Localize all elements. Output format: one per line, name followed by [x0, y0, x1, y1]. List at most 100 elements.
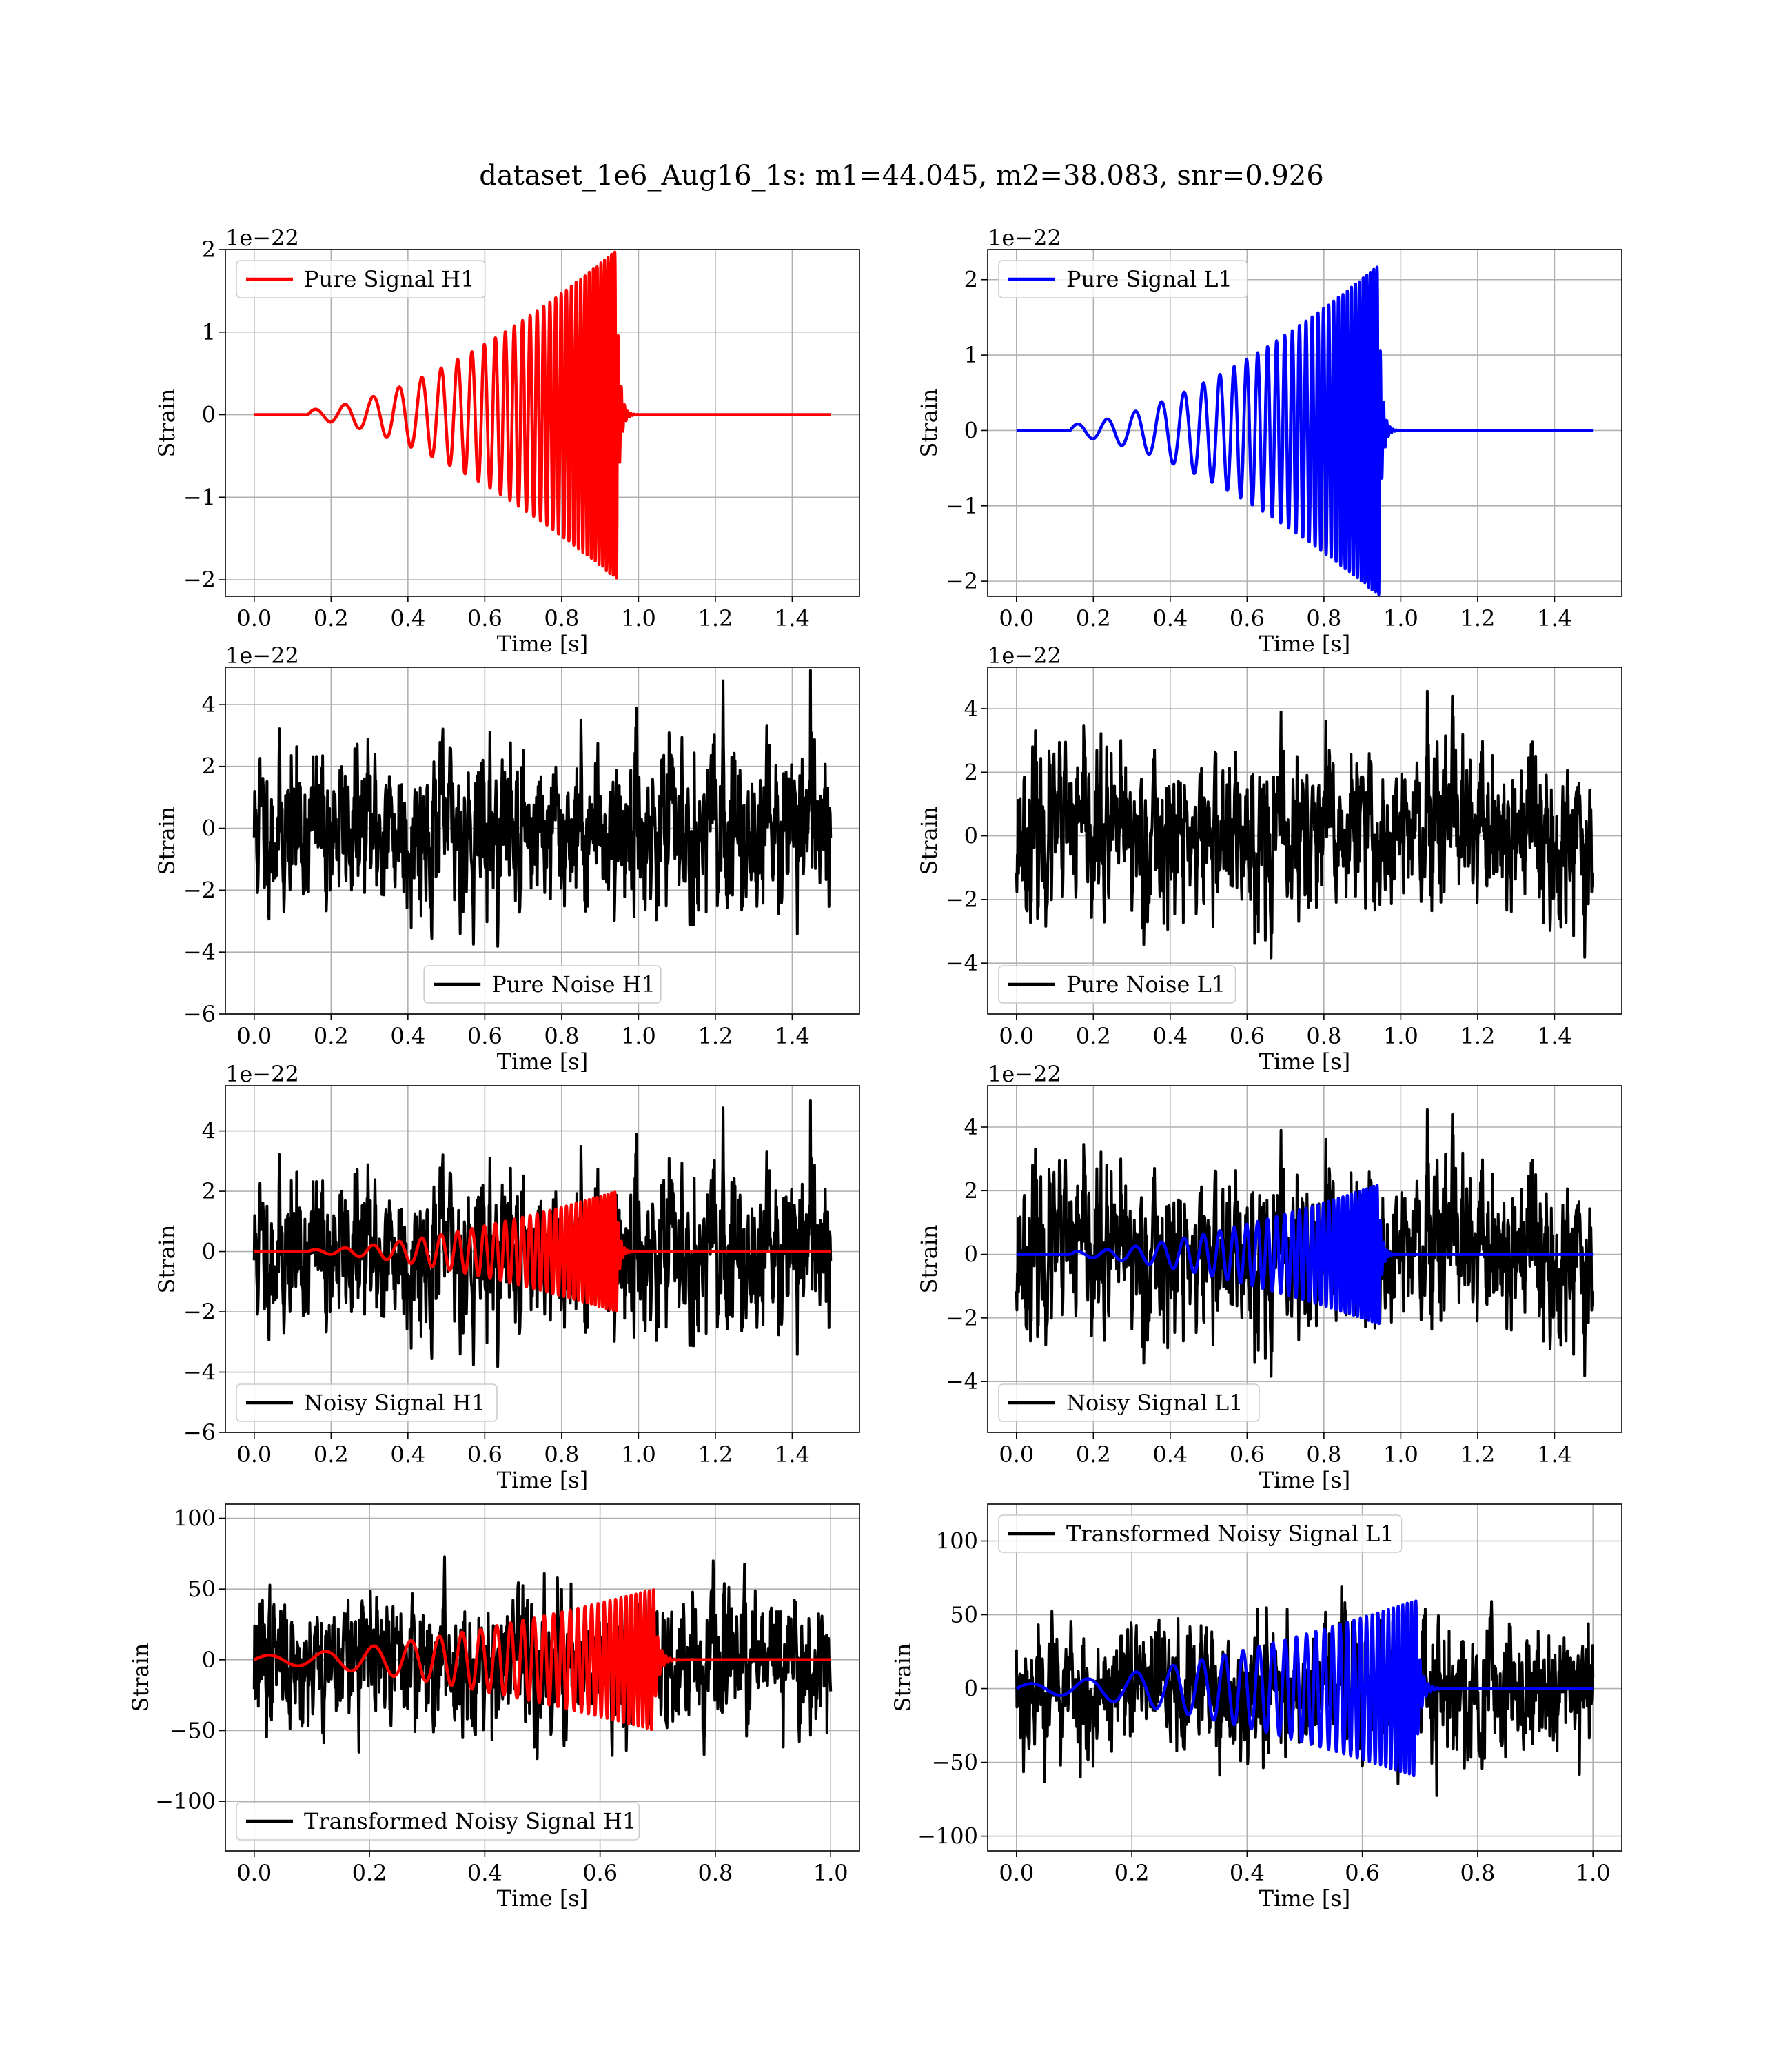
panel-pure-signal-l1: 0.0 0.2 0.4 0.6 0.8 1.0 1.2 1.4 −2 −1 0 1 2 1e−22 Time…: [916, 225, 1622, 657]
legend-label: Pure Noise L1: [1066, 971, 1225, 997]
legend-frame: [236, 1383, 498, 1422]
series-line: [252, 250, 833, 580]
axes-frame: [225, 667, 860, 1015]
x-tick-label: 1.0: [621, 605, 656, 631]
y-tick-label: 0: [202, 402, 216, 428]
y-tick-label: 4: [964, 1114, 978, 1140]
panel-noisy-signal-h1: 0.0 0.2 0.4 0.6 0.8 1.0 1.2 1.4 −6 −4 −2 0 2 4 1e−22 Ti…: [154, 1061, 860, 1493]
x-tick-label: 1.4: [775, 1023, 810, 1049]
y-tick-label: −4: [183, 939, 216, 965]
y-tick-label: 2: [202, 753, 216, 780]
x-tick-label: 0.6: [1345, 1860, 1380, 1886]
series-line: [252, 669, 833, 948]
y-tick-label: 0: [964, 823, 978, 849]
x-tick-label: 0.0: [999, 1441, 1034, 1468]
axes-frame: [225, 1085, 860, 1433]
legend-label: Noisy Signal H1: [304, 1390, 485, 1416]
legend-label: Pure Noise H1: [491, 971, 655, 997]
x-tick-label: 0.6: [467, 1023, 502, 1049]
x-axis-label: Time [s]: [1259, 1467, 1350, 1493]
x-tick-label: 0.8: [1460, 1860, 1495, 1886]
x-tick-label: 0.8: [1306, 605, 1341, 631]
panel-pure-signal-h1: 0.0 0.2 0.4 0.6 0.8 1.0 1.2 1.4 −2 −1 0 1 2 1e−22 Time…: [154, 225, 860, 657]
x-tick-label: 0.0: [999, 1023, 1034, 1049]
y-tick-label: −2: [946, 1305, 978, 1331]
y-tick-label: −100: [155, 1788, 216, 1814]
x-tick-label: 0.4: [390, 1441, 425, 1468]
y-tick-label: 50: [187, 1576, 216, 1602]
y-tick-label: −6: [183, 1001, 216, 1027]
x-tick-label: 0.2: [1114, 1860, 1150, 1886]
x-tick-label: 1.2: [1460, 605, 1495, 631]
legend: Transformed Noisy Signal H1: [236, 1802, 640, 1841]
y-tick-label: 0: [202, 1647, 216, 1673]
x-tick-label: 1.2: [698, 1441, 733, 1468]
panel-transformed-noisy-signal-h1: 0.0 0.2 0.4 0.6 0.8 1.0 −100 −50 0 50 100 Time [s] S…: [128, 1503, 860, 1912]
y-tick-label: 2: [202, 1178, 216, 1204]
y-tick-label: −2: [183, 567, 216, 593]
y-tick-label: −50: [931, 1750, 978, 1776]
y-tick-label: 2: [964, 1177, 978, 1204]
y-tick-label: 0: [202, 1239, 216, 1265]
y-axis-label: Strain: [154, 1225, 180, 1294]
axes-frame: [987, 1085, 1622, 1433]
y-tick-label: −6: [183, 1419, 216, 1446]
y-tick-label: 0: [202, 815, 216, 842]
x-tick-label: 0.0: [999, 605, 1034, 631]
x-tick-label: 1.0: [1383, 1023, 1418, 1049]
legend: Pure Noise H1: [423, 965, 662, 1004]
legend-label: Pure Signal H1: [304, 266, 475, 292]
y-offset-text: 1e−22: [988, 1061, 1061, 1087]
x-tick-label: 0.0: [236, 1860, 272, 1886]
x-tick-label: 0.4: [1152, 605, 1188, 631]
axes-frame: [987, 667, 1622, 1015]
x-tick-label: 0.0: [236, 1023, 272, 1049]
panel-transformed-noisy-signal-l1: 0.0 0.2 0.4 0.6 0.8 1.0 −100 −50 0 50 100 Time [s] S…: [890, 1503, 1622, 1912]
x-tick-label: 0.6: [1230, 1023, 1265, 1049]
y-offset-text: 1e−22: [988, 642, 1061, 669]
x-tick-label: 0.4: [1230, 1860, 1265, 1886]
x-tick-label: 0.2: [1076, 1441, 1111, 1468]
y-tick-label: 0: [964, 1676, 978, 1702]
x-tick-label: 0.8: [1306, 1441, 1341, 1468]
x-axis-label: Time [s]: [1259, 1885, 1350, 1912]
legend: Pure Signal H1: [236, 260, 486, 298]
x-tick-label: 0.4: [390, 605, 425, 631]
y-tick-label: −100: [917, 1823, 978, 1849]
x-tick-label: 1.0: [1383, 1441, 1418, 1468]
x-tick-label: 0.2: [314, 1441, 349, 1468]
legend-frame: [998, 260, 1248, 298]
y-axis-label: Strain: [890, 1643, 916, 1712]
x-tick-label: 0.6: [582, 1860, 618, 1886]
x-tick-label: 0.6: [1230, 1441, 1265, 1468]
x-tick-label: 0.0: [236, 605, 272, 631]
x-tick-label: 1.2: [1460, 1023, 1495, 1049]
x-tick-label: 1.4: [1537, 1441, 1572, 1468]
x-tick-label: 0.2: [314, 1023, 349, 1049]
y-axis-label: Strain: [154, 389, 180, 458]
y-tick-label: 50: [950, 1602, 978, 1628]
x-axis-label: Time [s]: [497, 631, 588, 657]
y-tick-label: 4: [202, 1118, 216, 1144]
x-tick-label: 0.8: [544, 1023, 579, 1049]
x-tick-label: 0.0: [236, 1441, 272, 1468]
legend-frame: [236, 1802, 640, 1841]
y-tick-label: −1: [183, 484, 216, 510]
y-tick-label: 2: [964, 759, 978, 785]
panel-noisy-signal-l1: 0.0 0.2 0.4 0.6 0.8 1.0 1.2 1.4 −4 −2 0 2 4 1e−22 Time…: [916, 1061, 1622, 1493]
series-line: [1015, 1599, 1595, 1778]
series-line: [1015, 1585, 1595, 1797]
x-tick-label: 0.4: [467, 1860, 502, 1886]
x-tick-label: 0.4: [1152, 1441, 1188, 1468]
y-offset-text: 1e−22: [988, 225, 1061, 251]
y-tick-label: 100: [174, 1506, 216, 1532]
x-tick-label: 1.4: [775, 1441, 810, 1468]
series-line: [1015, 1184, 1595, 1326]
x-axis-label: Time [s]: [1259, 1048, 1350, 1075]
x-tick-label: 1.0: [621, 1023, 656, 1049]
x-tick-label: 0.8: [544, 1441, 579, 1468]
x-axis-label: Time [s]: [497, 1885, 588, 1912]
legend-frame: [998, 965, 1236, 1004]
x-tick-label: 0.2: [314, 605, 349, 631]
